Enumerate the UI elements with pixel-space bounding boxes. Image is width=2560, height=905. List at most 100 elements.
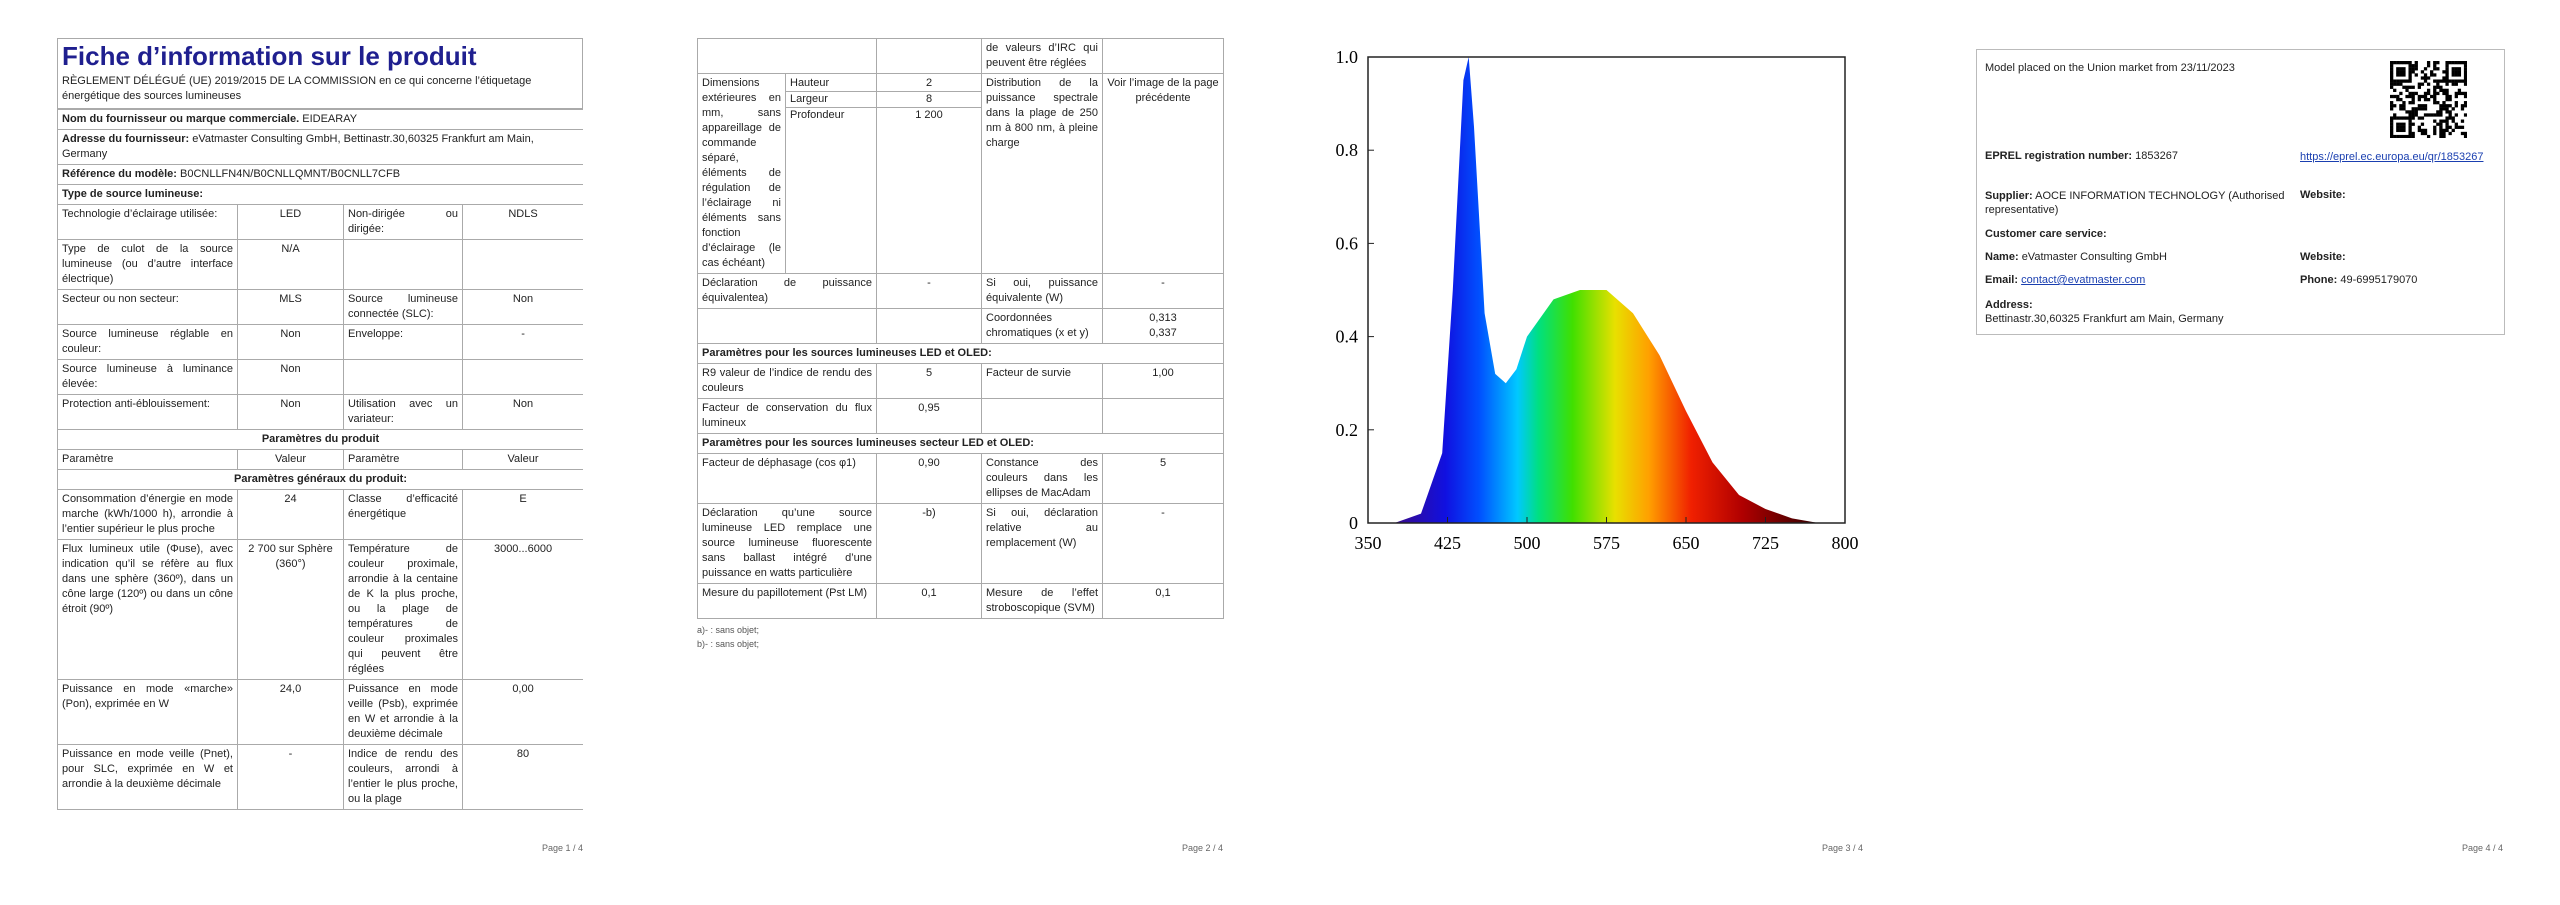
qr-module: [2445, 73, 2449, 77]
qr-module: [2414, 73, 2418, 77]
table-cell: Classe d’efficacité énergétique: [343, 489, 463, 540]
empty-cell: [343, 359, 463, 395]
qr-module: [2399, 107, 2403, 111]
qr-module: [2445, 116, 2449, 120]
qr-module: [2445, 110, 2449, 114]
qr-module: [2417, 128, 2421, 133]
qr-module: [2426, 88, 2431, 92]
table-cell: Valeur: [461, 449, 583, 470]
table-cell: Constance des couleurs dans les ellipses…: [981, 453, 1103, 504]
qr-module: [2402, 107, 2406, 111]
qr-module: [2454, 61, 2458, 65]
qr-module: [2390, 76, 2394, 80]
product-table: Nom du fournisseur ou marque commerciale…: [57, 109, 583, 810]
qr-module: [2405, 88, 2409, 92]
qr-module: [2460, 104, 2465, 108]
y-tick-label: 0.4: [1336, 327, 1359, 347]
table-cell: 0,313 0,337: [1102, 308, 1224, 344]
table-cell: Facteur de conservation du flux lumineux: [697, 398, 877, 434]
qr-module: [2408, 128, 2412, 133]
qr-module: [2439, 131, 2443, 136]
qr-module: [2402, 104, 2406, 108]
qr-module: [2396, 116, 2400, 120]
qr-module: [2414, 110, 2418, 114]
qr-module: [2445, 128, 2449, 133]
qr-module: [2414, 64, 2418, 68]
qr-module: [2408, 70, 2412, 74]
qr-module: [2457, 79, 2462, 83]
qr-module: [2463, 61, 2467, 65]
qr-module: [2442, 107, 2446, 111]
table-cell: R9 valeur de l’indice de rendu des coule…: [697, 363, 877, 399]
empty-cell: [876, 308, 982, 344]
qr-module: [2445, 82, 2449, 86]
spectrum-area: [1394, 57, 1819, 523]
qr-module: [2402, 70, 2406, 74]
table-cell: 1,00: [1102, 363, 1224, 399]
qr-module: [2445, 79, 2449, 83]
qr-module: [2408, 122, 2412, 126]
email-link[interactable]: contact@evatmaster.com: [2021, 274, 2146, 286]
qr-module: [2393, 104, 2397, 108]
qr-module: [2399, 61, 2403, 65]
section-heading: Paramètres généraux du produit:: [57, 469, 583, 490]
table-cell: Mesure de l’effet stroboscopique (SVM): [981, 583, 1103, 619]
qr-module: [2445, 91, 2449, 96]
table-row: Technologie d’éclairage utilisée: LED Non-…: [57, 204, 583, 240]
qr-module: [2402, 85, 2406, 89]
table-cell: Coordonnées chromatiques (x et y): [981, 308, 1103, 344]
qr-module: [2423, 97, 2428, 102]
qr-module: [2454, 91, 2458, 96]
qr-module: [2402, 116, 2406, 120]
qr-module: [2411, 91, 2415, 96]
qr-module: [2448, 97, 2452, 102]
table-cell: Flux lumineux utile (Φuse), avec indicat…: [57, 539, 238, 680]
empty-cell: [981, 398, 1103, 434]
eprel-link[interactable]: https://eprel.ec.europa.eu/qr/1853267: [2300, 151, 2484, 163]
qr-module: [2393, 134, 2397, 138]
qr-module: [2436, 79, 2440, 83]
qr-module: [2399, 91, 2403, 96]
qr-module: [2460, 79, 2465, 83]
page-1: Fiche d’information sur le produit RÈGLE…: [57, 38, 583, 835]
qr-module: [2445, 88, 2449, 92]
qr-module: [2457, 73, 2462, 77]
qr-module: [2442, 131, 2446, 136]
table-cell: Source lumineuse à luminance élevée:: [57, 359, 238, 395]
qr-module: [2463, 64, 2467, 68]
qr-module: [2408, 119, 2412, 123]
qr-module: [2408, 79, 2412, 83]
qr-module: [2402, 79, 2406, 83]
qr-module: [2396, 125, 2400, 129]
qr-module: [2433, 61, 2437, 65]
table-cell: Non: [461, 394, 583, 430]
qr-module: [2433, 88, 2437, 92]
qr-module: [2396, 122, 2400, 126]
qr-module: [2414, 61, 2418, 65]
qr-module: [2411, 67, 2415, 71]
qr-module: [2445, 125, 2449, 129]
table-cell: Secteur ou non secteur:: [57, 289, 238, 325]
qr-module: [2454, 113, 2458, 117]
table-cell: Non-dirigée ou dirigée:: [343, 204, 463, 240]
table-cell: Nom du fournisseur ou marque commerciale…: [57, 109, 583, 130]
qr-module: [2463, 104, 2467, 108]
qr-module: [2390, 131, 2394, 136]
qr-module: [2451, 82, 2455, 86]
qr-module: [2411, 107, 2415, 111]
qr-module: [2436, 110, 2440, 114]
qr-module: [2433, 131, 2437, 136]
qr-module: [2408, 113, 2412, 117]
qr-module: [2445, 67, 2449, 71]
table-cell: NDLS: [461, 204, 583, 240]
qr-module: [2390, 67, 2394, 71]
table-cell: Valeur: [237, 449, 344, 470]
qr-module: [2454, 122, 2458, 126]
table-cell: -: [1102, 503, 1224, 584]
qr-module: [2390, 104, 2394, 108]
qr-module: [2396, 82, 2400, 86]
label: Name:: [1985, 251, 2019, 263]
label: Customer care service:: [1985, 228, 2107, 240]
qr-module: [2408, 125, 2412, 129]
